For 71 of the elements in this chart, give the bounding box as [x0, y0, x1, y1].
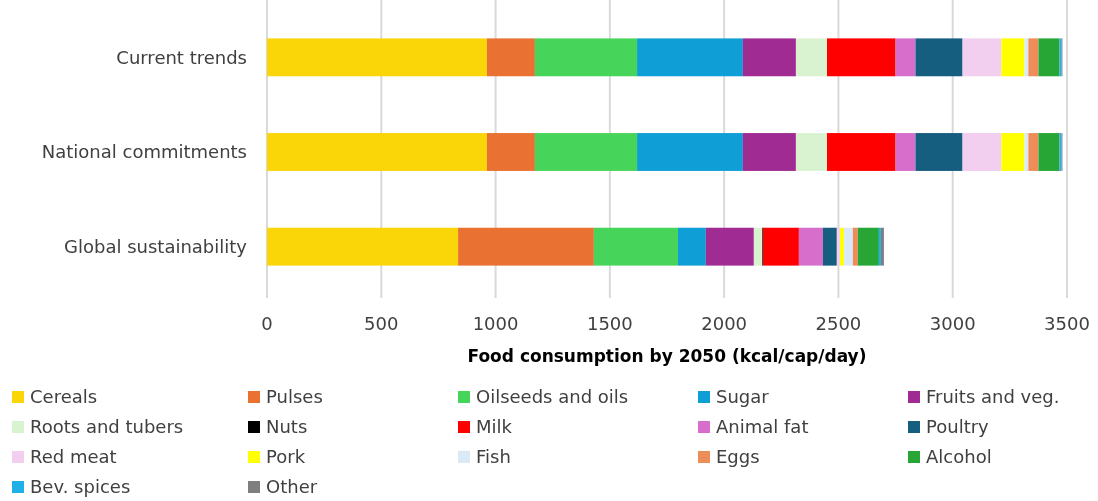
bar	[795, 38, 827, 77]
bar	[593, 227, 678, 266]
bar	[962, 133, 1002, 171]
bar	[836, 227, 841, 266]
bar	[705, 227, 754, 266]
bar	[1028, 38, 1039, 77]
bar	[1038, 38, 1060, 77]
y-tick-label: Current trends	[116, 46, 247, 68]
bar	[798, 227, 823, 266]
bar	[795, 133, 827, 171]
legend-label: Poultry	[926, 416, 990, 438]
legend-label: Nuts	[266, 416, 308, 438]
legend-label: Animal fat	[716, 416, 809, 438]
x-tick-label: 1500	[586, 313, 633, 334]
bar	[742, 38, 796, 77]
legend-label: Alcohol	[926, 446, 992, 468]
bar	[1024, 38, 1029, 77]
x-tick-label: 3500	[1044, 313, 1090, 334]
x-tick-label: 2000	[701, 313, 748, 334]
legend-label: Eggs	[716, 446, 760, 468]
bar	[742, 133, 796, 171]
x-tick-label: 3000	[929, 313, 976, 334]
bar	[267, 38, 487, 77]
bar	[1028, 133, 1039, 171]
legend-label: Cereals	[30, 386, 98, 408]
legend-label: Pork	[266, 446, 306, 468]
x-axis-title: Food consumption by 2050 (kcal/cap/day)	[467, 346, 867, 366]
legend-label: Milk	[476, 416, 513, 438]
bar	[895, 133, 916, 171]
bar	[822, 227, 837, 266]
bar	[637, 133, 743, 171]
bar	[827, 133, 896, 171]
bar	[763, 227, 799, 266]
legend-label: Pulses	[266, 386, 323, 408]
bar	[840, 227, 844, 266]
legend-label: Oilseeds and oils	[476, 386, 629, 408]
bar	[486, 133, 535, 171]
bar	[267, 227, 459, 266]
y-tick-label: Global sustainability	[64, 235, 248, 257]
bar	[895, 38, 916, 77]
legend-label: Fish	[476, 446, 511, 468]
legend-label: Bev. spices	[30, 476, 131, 498]
bar	[486, 38, 535, 77]
bar	[458, 227, 594, 266]
bar	[637, 38, 743, 77]
bar	[677, 227, 706, 266]
legend-label: Red meat	[30, 446, 117, 468]
y-tick-label: National commitments	[41, 141, 247, 163]
bar	[753, 227, 763, 266]
bar	[1001, 38, 1025, 77]
bar	[962, 38, 1002, 77]
bar	[857, 227, 879, 266]
x-tick-label: 500	[364, 313, 399, 334]
bar	[267, 133, 487, 171]
bar	[915, 38, 963, 77]
legend-label: Roots and tubers	[30, 416, 184, 438]
bar	[827, 38, 896, 77]
bar	[852, 227, 858, 266]
legend-label: Sugar	[716, 386, 770, 408]
bar	[1001, 133, 1025, 171]
bar	[534, 133, 638, 171]
bar	[915, 133, 963, 171]
x-tick-label: 1000	[472, 313, 519, 334]
bar	[1024, 133, 1029, 171]
bar	[1038, 133, 1060, 171]
bar	[534, 38, 638, 77]
x-tick-label: 2500	[815, 313, 862, 334]
x-tick-label: 0	[261, 313, 273, 334]
legend-label: Fruits and veg.	[926, 386, 1060, 408]
bar	[843, 227, 853, 266]
legend-label: Other	[266, 476, 318, 498]
